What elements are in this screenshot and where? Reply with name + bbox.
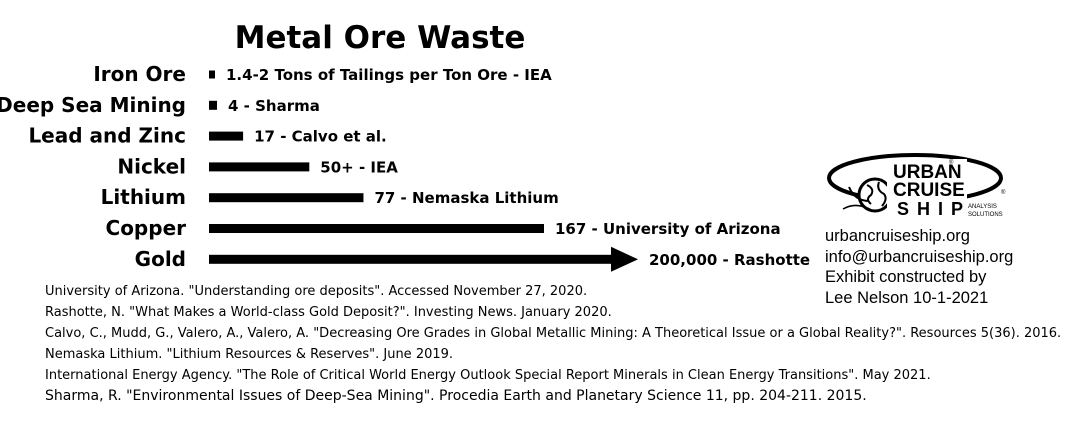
reference-item: Sharma, R. "Environmental Issues of Deep… (45, 388, 867, 404)
credit-line: Exhibit constructed by (825, 268, 987, 286)
data-label: 4 - Sharma (228, 97, 320, 115)
logo-word-urban: URBAN (893, 162, 962, 183)
urban-cruise-ship-logo: URBAN CRUISE SHIP ANALYSIS SOLUTIONS ® ® (827, 153, 1006, 219)
credit-line: Lee Nelson 10-1-2021 (825, 288, 989, 307)
contact-block: urbancruiseship.org info@urbancruiseship… (825, 226, 1013, 308)
bars-layer: Iron Ore 1.4-2 Tons of Tailings per Ton O… (0, 62, 810, 272)
reference-item: Nemaska Lithium. "Lithium Resources & Re… (45, 347, 454, 362)
logo-text-backdrop (887, 159, 967, 211)
logo-registered-mark: ® (949, 159, 954, 166)
category-label: Gold (135, 247, 186, 271)
bar (209, 100, 218, 110)
data-label: 167 - University of Arizona (555, 220, 781, 238)
reference-item: Rashotte, N. "What Makes a World-class G… (45, 305, 612, 320)
data-label: 50+ - IEA (320, 158, 398, 176)
data-label: 77 - Nemaska Lithium (374, 189, 558, 207)
chart-title: Metal Ore Waste (235, 20, 526, 56)
website-text: urbancruiseship.org (825, 227, 970, 245)
category-label: Copper (106, 216, 187, 240)
data-label: 17 - Calvo et al. (254, 128, 387, 146)
logo-word-ship: SHIP (897, 199, 971, 219)
bar (209, 224, 544, 233)
category-label: Nickel (117, 154, 186, 178)
logo-word-cruise: CRUISE (893, 180, 965, 201)
reference-list: University of Arizona. "Understanding or… (45, 281, 1061, 407)
logo-tagline-solutions: SOLUTIONS (968, 212, 1003, 218)
logo-tagline-analysis: ANALYSIS (968, 204, 997, 210)
reference-item: Calvo, C., Mudd, G., Valero, A., Valero,… (45, 326, 1062, 341)
logo-registered-mark: ® (1001, 189, 1006, 196)
category-label: Lead and Zinc (28, 124, 186, 148)
bar (209, 131, 244, 141)
data-label: 1.4-2 Tons of Tailings per Ton Ore - IEA (226, 66, 552, 84)
category-label: Iron Ore (93, 62, 186, 86)
data-label: 200,000 - Rashotte (649, 251, 810, 269)
reference-item: International Energy Agency. "The Role o… (45, 368, 931, 383)
email-text: info@urbancruiseship.org (825, 247, 1014, 266)
bar (209, 193, 364, 203)
category-label: Lithium (101, 185, 186, 209)
bar (209, 162, 310, 172)
category-label: Deep Sea Mining (0, 93, 186, 117)
bar (209, 254, 612, 264)
bar (209, 70, 215, 79)
reference-item: University of Arizona. "Understanding or… (45, 284, 588, 299)
bar-arrow (611, 246, 638, 272)
